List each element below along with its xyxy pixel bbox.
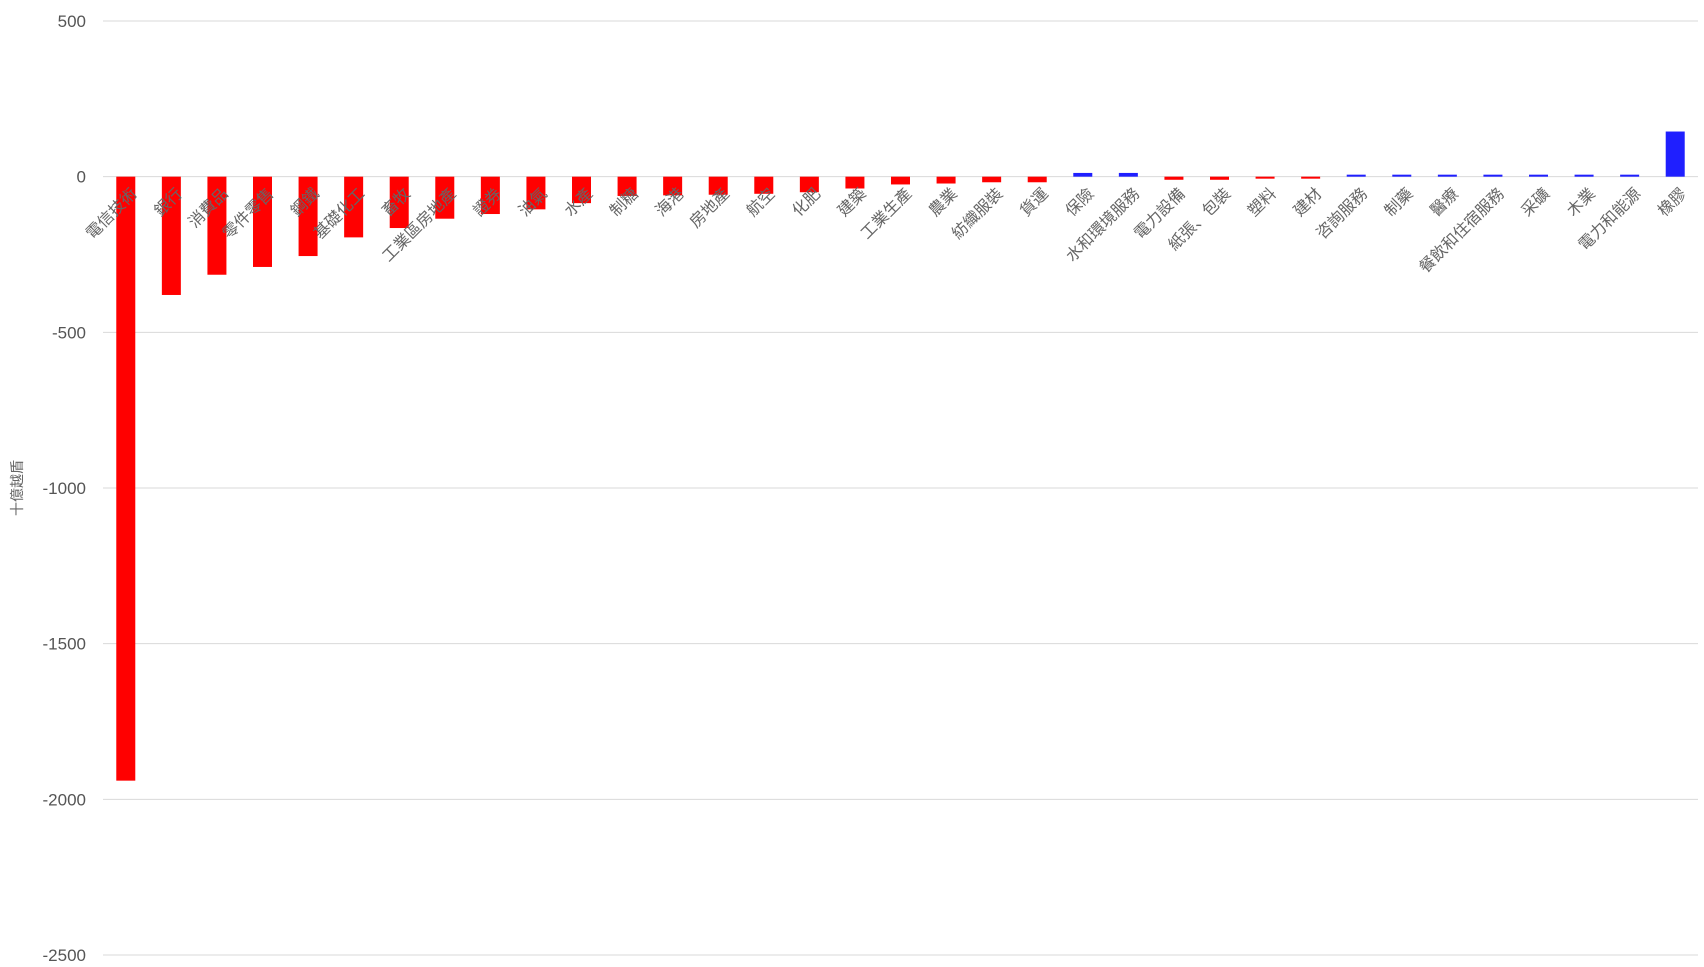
x-tick-label: 制藥 — [1381, 184, 1417, 220]
y-axis-ticks: 500 0 -500 -1000 -1500 -2000 -2500 — [43, 12, 86, 965]
bar — [663, 176, 683, 196]
bar — [1346, 174, 1366, 177]
bar — [1529, 174, 1548, 177]
y-tick-label: -500 — [52, 323, 86, 342]
bar — [572, 176, 591, 204]
bar — [389, 176, 409, 229]
bar — [1073, 172, 1093, 177]
bar — [891, 176, 910, 185]
bar — [1210, 176, 1229, 180]
bar — [1620, 174, 1640, 177]
bar — [253, 176, 272, 267]
x-tick-label: 紡織服裝 — [948, 184, 1007, 243]
x-tick-label: 醫療 — [1426, 184, 1462, 220]
bar — [207, 176, 227, 275]
x-tick-label: 貨運 — [1016, 184, 1052, 220]
y-tick-label: -1500 — [43, 635, 86, 654]
bar — [1301, 176, 1321, 179]
bar — [617, 176, 637, 196]
x-tick-label: 建材 — [1289, 184, 1325, 220]
x-tick-label: 建築 — [834, 184, 870, 220]
y-tick-label: -1000 — [43, 479, 86, 498]
x-tick-label: 農業 — [925, 184, 961, 220]
y-tick-label: -2000 — [43, 790, 86, 809]
y-tick-label: -2500 — [43, 946, 86, 965]
bar — [1665, 131, 1685, 177]
bar — [1574, 174, 1594, 177]
bar — [298, 176, 318, 257]
y-tick-label: 500 — [58, 12, 86, 31]
bar — [1437, 174, 1457, 177]
bar — [1164, 176, 1184, 180]
bar — [754, 176, 774, 194]
x-tick-label: 保險 — [1062, 184, 1098, 220]
bar — [1392, 174, 1412, 177]
x-tick-label: 塑料 — [1244, 184, 1280, 220]
x-tick-label: 木業 — [1563, 184, 1599, 220]
x-tick-label: 橡膠 — [1654, 184, 1690, 220]
bar — [344, 176, 364, 238]
bar — [1118, 172, 1138, 177]
bar — [435, 176, 455, 219]
x-tick-label: 咨詢服務 — [1312, 184, 1371, 243]
bar — [116, 176, 136, 781]
bar — [845, 176, 865, 189]
bar — [799, 176, 819, 193]
bar — [936, 176, 956, 184]
bar — [526, 176, 546, 210]
bars — [116, 131, 1685, 781]
gridlines — [103, 20, 1698, 956]
bar — [1483, 174, 1503, 177]
bar — [708, 176, 728, 195]
x-tick-label: 工業生產 — [857, 184, 916, 243]
bar — [1255, 176, 1275, 179]
bar — [161, 176, 181, 295]
y-tick-label: 0 — [77, 168, 86, 187]
bar — [480, 176, 500, 215]
x-tick-label: 采礦 — [1517, 184, 1553, 220]
y-axis-label: 十億越盾 — [10, 460, 26, 516]
bar — [1027, 176, 1047, 183]
bar — [982, 176, 1002, 183]
